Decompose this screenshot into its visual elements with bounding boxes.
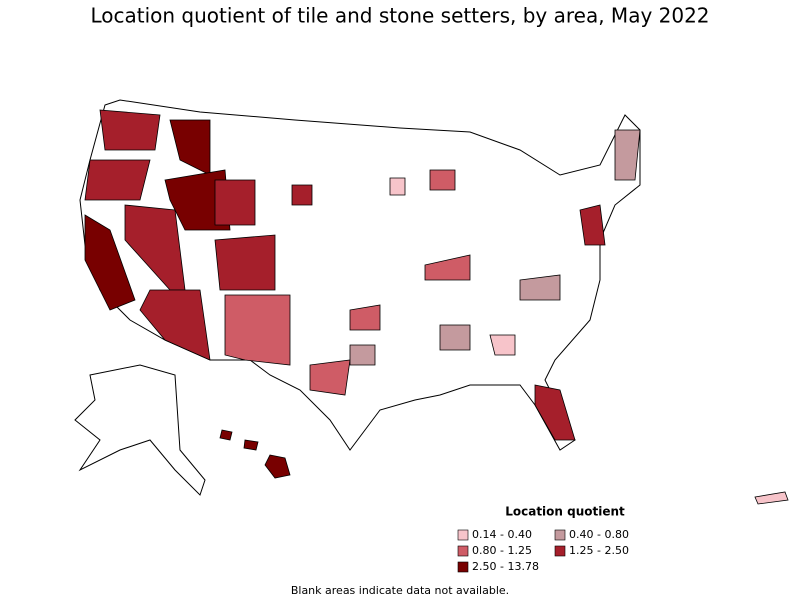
region (309, 359, 351, 396)
region (214, 179, 256, 226)
region (349, 344, 376, 366)
map (74, 99, 789, 505)
region (84, 159, 151, 201)
legend-label: 1.25 - 2.50 (569, 544, 629, 557)
legend-label: 0.14 - 0.40 (472, 528, 532, 541)
legend-swatch (554, 529, 566, 541)
title: Location quotient of tile and stone sett… (90, 4, 709, 28)
legend-swatch (457, 529, 469, 541)
legend-label: 0.80 - 1.25 (472, 544, 532, 557)
region (349, 304, 381, 331)
region (291, 184, 313, 206)
legend-swatch (554, 545, 566, 557)
region (99, 109, 161, 151)
region (424, 254, 471, 281)
region (534, 384, 576, 441)
legend-swatch (457, 561, 469, 573)
legend-label: 0.40 - 0.80 (569, 528, 629, 541)
region (579, 204, 606, 246)
region (84, 214, 136, 311)
region (489, 334, 516, 356)
legend-title: Location quotient (505, 505, 625, 519)
region (164, 169, 231, 231)
region (139, 289, 211, 361)
legend: 0.14 - 0.40 0.40 - 0.80 0.80 - 1.25 1.25 - … (457, 528, 629, 573)
region (224, 294, 291, 366)
legend-swatch (457, 545, 469, 557)
alaska (74, 364, 206, 496)
puerto-rico (754, 491, 789, 505)
hawaii (264, 454, 291, 479)
region (214, 234, 276, 291)
region (439, 324, 471, 351)
legend-label: 2.50 - 13.78 (472, 560, 539, 573)
hawaii (219, 429, 233, 441)
region (614, 129, 641, 181)
region (389, 177, 406, 196)
region (429, 169, 456, 191)
region (519, 274, 561, 301)
hawaii (243, 439, 259, 451)
footnote: Blank areas indicate data not available. (291, 584, 509, 597)
